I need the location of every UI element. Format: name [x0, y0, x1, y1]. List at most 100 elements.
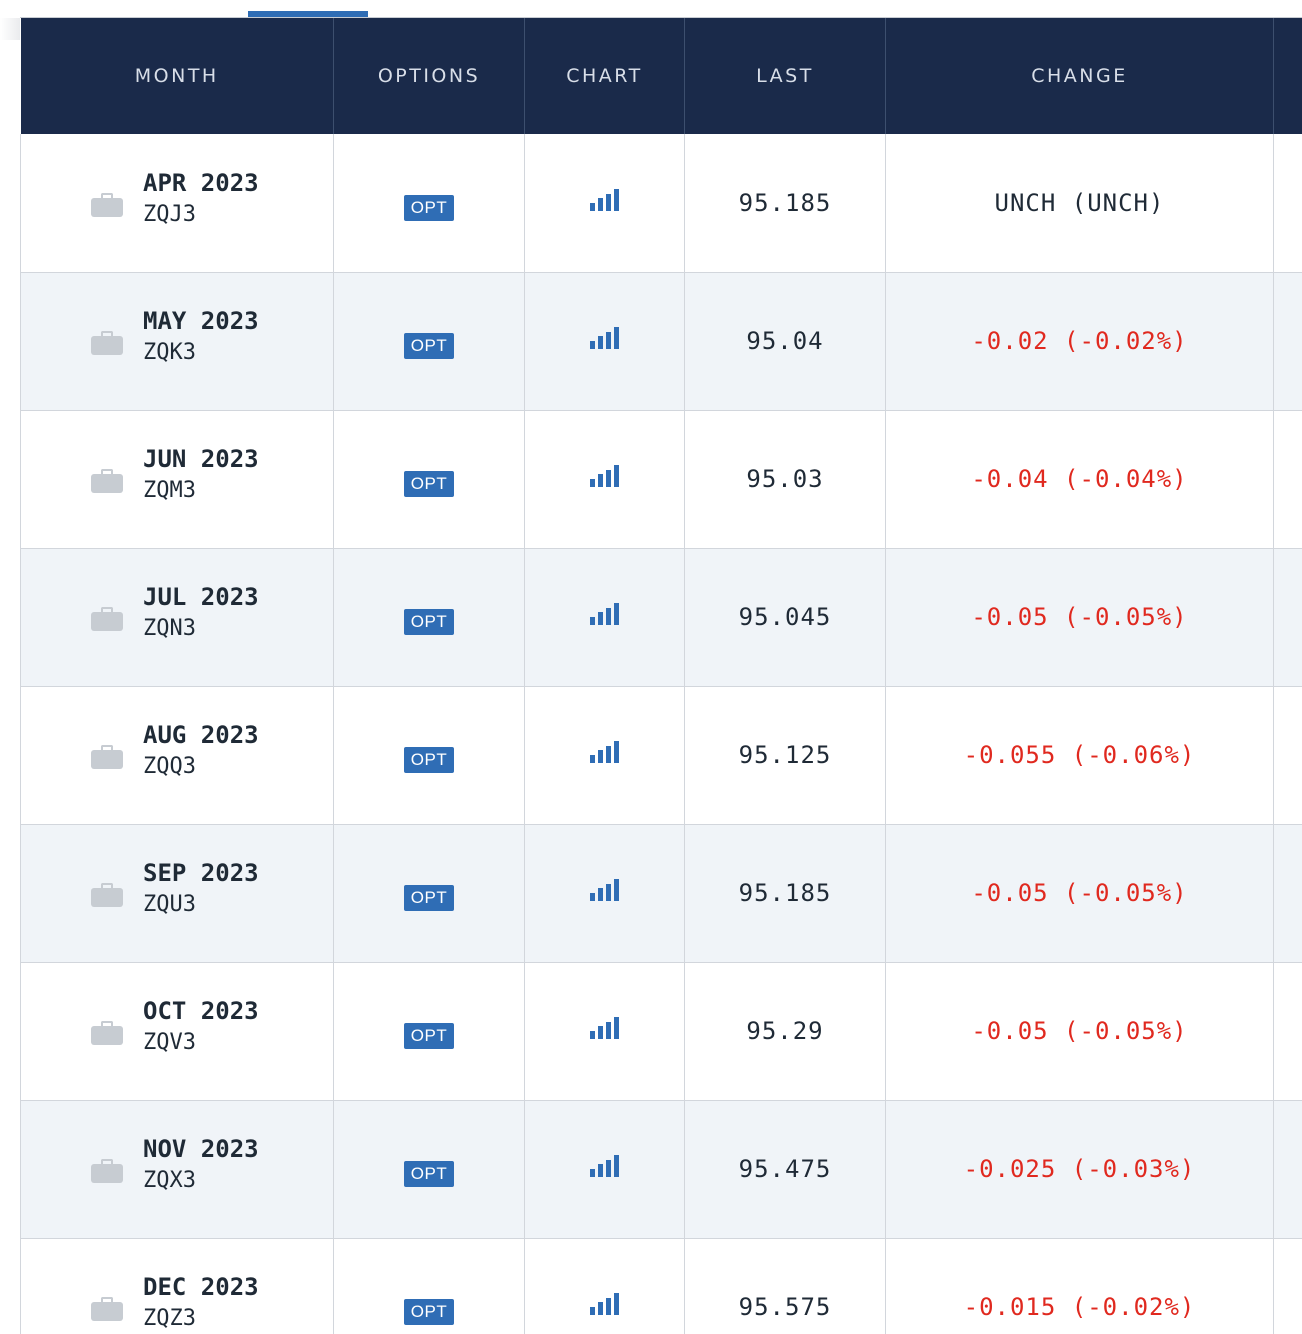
price-change: -0.02 (-0.02%) [885, 272, 1274, 411]
briefcase-icon[interactable] [91, 192, 123, 217]
last-price: 95.03 [684, 410, 886, 549]
table-header-row: MONTH OPTIONS CHART LAST CHANGE [20, 18, 1302, 134]
table-row: APR 2023 ZQJ3 OPT 95.185 UNCH (UNCH) [20, 134, 1302, 273]
contract-month[interactable]: MAY 2023 [143, 307, 259, 335]
month-cell: OCT 2023 ZQV3 [20, 962, 334, 1101]
contract-month[interactable]: JUL 2023 [143, 583, 259, 611]
bar-chart-icon[interactable] [590, 879, 619, 901]
top-divider [20, 17, 1302, 18]
chart-cell [524, 134, 685, 273]
extra-cell [1273, 134, 1302, 273]
briefcase-icon[interactable] [91, 1021, 123, 1045]
header-chart: CHART [524, 18, 685, 134]
opt-button[interactable]: OPT [403, 609, 455, 635]
options-cell: OPT [333, 134, 525, 273]
opt-button[interactable]: OPT [403, 194, 455, 221]
extra-cell [1273, 272, 1302, 411]
bar-chart-icon[interactable] [590, 327, 619, 349]
contract-code: ZQQ3 [143, 754, 196, 779]
last-price: 95.29 [684, 962, 886, 1101]
opt-button[interactable]: OPT [403, 471, 455, 497]
extra-cell [1273, 686, 1302, 825]
opt-button[interactable]: OPT [403, 333, 455, 359]
options-cell: OPT [333, 1238, 525, 1334]
chart-cell [524, 272, 685, 411]
contract-code: ZQM3 [143, 478, 196, 503]
table-row: JUN 2023 ZQM3 OPT 95.03 -0.04 (-0.04%) [20, 410, 1302, 549]
chart-cell [524, 410, 685, 549]
table-row: NOV 2023 ZQX3 OPT 95.475 -0.025 (-0.03%) [20, 1100, 1302, 1239]
chart-cell [524, 548, 685, 687]
month-cell: MAY 2023 ZQK3 [20, 272, 334, 411]
last-price: 95.185 [684, 824, 886, 963]
month-cell: APR 2023 ZQJ3 [20, 134, 334, 273]
bar-chart-icon[interactable] [590, 1155, 619, 1177]
header-extra [1274, 18, 1302, 134]
last-price: 95.045 [684, 548, 886, 687]
header-change[interactable]: CHANGE [885, 18, 1274, 134]
table-row: JUL 2023 ZQN3 OPT 95.045 -0.05 (-0.05%) [20, 548, 1302, 687]
table-row: SEP 2023 ZQU3 OPT 95.185 -0.05 (-0.05%) [20, 824, 1302, 963]
bar-chart-icon[interactable] [590, 188, 619, 211]
extra-cell [1273, 1238, 1302, 1334]
bar-chart-icon[interactable] [590, 603, 619, 625]
contract-month[interactable]: AUG 2023 [143, 721, 259, 749]
contract-code: ZQX3 [143, 1168, 196, 1193]
header-options: OPTIONS [333, 18, 525, 134]
briefcase-icon[interactable] [91, 1159, 123, 1183]
price-change: UNCH (UNCH) [885, 134, 1274, 273]
contract-month[interactable]: NOV 2023 [143, 1135, 259, 1163]
briefcase-icon[interactable] [91, 607, 123, 631]
contract-code: ZQV3 [143, 1030, 196, 1055]
chart-cell [524, 686, 685, 825]
header-month[interactable]: MONTH [20, 18, 334, 134]
options-cell: OPT [333, 962, 525, 1101]
price-change: -0.05 (-0.05%) [885, 548, 1274, 687]
contract-code: ZQU3 [143, 892, 196, 917]
opt-button[interactable]: OPT [403, 1161, 455, 1187]
table-row: MAY 2023 ZQK3 OPT 95.04 -0.02 (-0.02%) [20, 272, 1302, 411]
price-change: -0.015 (-0.02%) [885, 1238, 1274, 1334]
options-cell: OPT [333, 824, 525, 963]
month-cell: AUG 2023 ZQQ3 [20, 686, 334, 825]
opt-button[interactable]: OPT [403, 1023, 455, 1049]
bar-chart-icon[interactable] [590, 1293, 619, 1315]
last-price: 95.125 [684, 686, 886, 825]
extra-cell [1273, 824, 1302, 963]
bar-chart-icon[interactable] [590, 741, 619, 763]
contract-code: ZQK3 [143, 340, 196, 365]
header-last[interactable]: LAST [684, 18, 886, 134]
contract-month[interactable]: JUN 2023 [143, 445, 259, 473]
briefcase-icon[interactable] [91, 1297, 123, 1321]
active-tab-indicator [248, 11, 368, 17]
left-edge-shadow [0, 18, 20, 40]
briefcase-icon[interactable] [91, 745, 123, 769]
opt-button[interactable]: OPT [403, 885, 455, 911]
extra-cell [1273, 548, 1302, 687]
month-cell: JUN 2023 ZQM3 [20, 410, 334, 549]
briefcase-icon[interactable] [91, 883, 123, 907]
price-change: -0.05 (-0.05%) [885, 962, 1274, 1101]
contract-month[interactable]: DEC 2023 [143, 1273, 259, 1301]
last-price: 95.04 [684, 272, 886, 411]
opt-button[interactable]: OPT [403, 1299, 455, 1325]
contract-month[interactable]: SEP 2023 [143, 859, 259, 887]
options-cell: OPT [333, 410, 525, 549]
contract-month[interactable]: APR 2023 [143, 168, 259, 197]
opt-button[interactable]: OPT [403, 747, 455, 773]
bar-chart-icon[interactable] [590, 465, 619, 487]
price-change: -0.025 (-0.03%) [885, 1100, 1274, 1239]
briefcase-icon[interactable] [91, 331, 123, 355]
chart-cell [524, 962, 685, 1101]
options-cell: OPT [333, 1100, 525, 1239]
briefcase-icon[interactable] [91, 469, 123, 493]
contract-code: ZQZ3 [143, 1306, 196, 1331]
contract-code: ZQJ3 [143, 201, 196, 227]
table-row: OCT 2023 ZQV3 OPT 95.29 -0.05 (-0.05%) [20, 962, 1302, 1101]
month-cell: SEP 2023 ZQU3 [20, 824, 334, 963]
table-row: DEC 2023 ZQZ3 OPT 95.575 -0.015 (-0.02%) [20, 1238, 1302, 1334]
month-cell: JUL 2023 ZQN3 [20, 548, 334, 687]
price-change: -0.05 (-0.05%) [885, 824, 1274, 963]
contract-month[interactable]: OCT 2023 [143, 997, 259, 1025]
bar-chart-icon[interactable] [590, 1017, 619, 1039]
